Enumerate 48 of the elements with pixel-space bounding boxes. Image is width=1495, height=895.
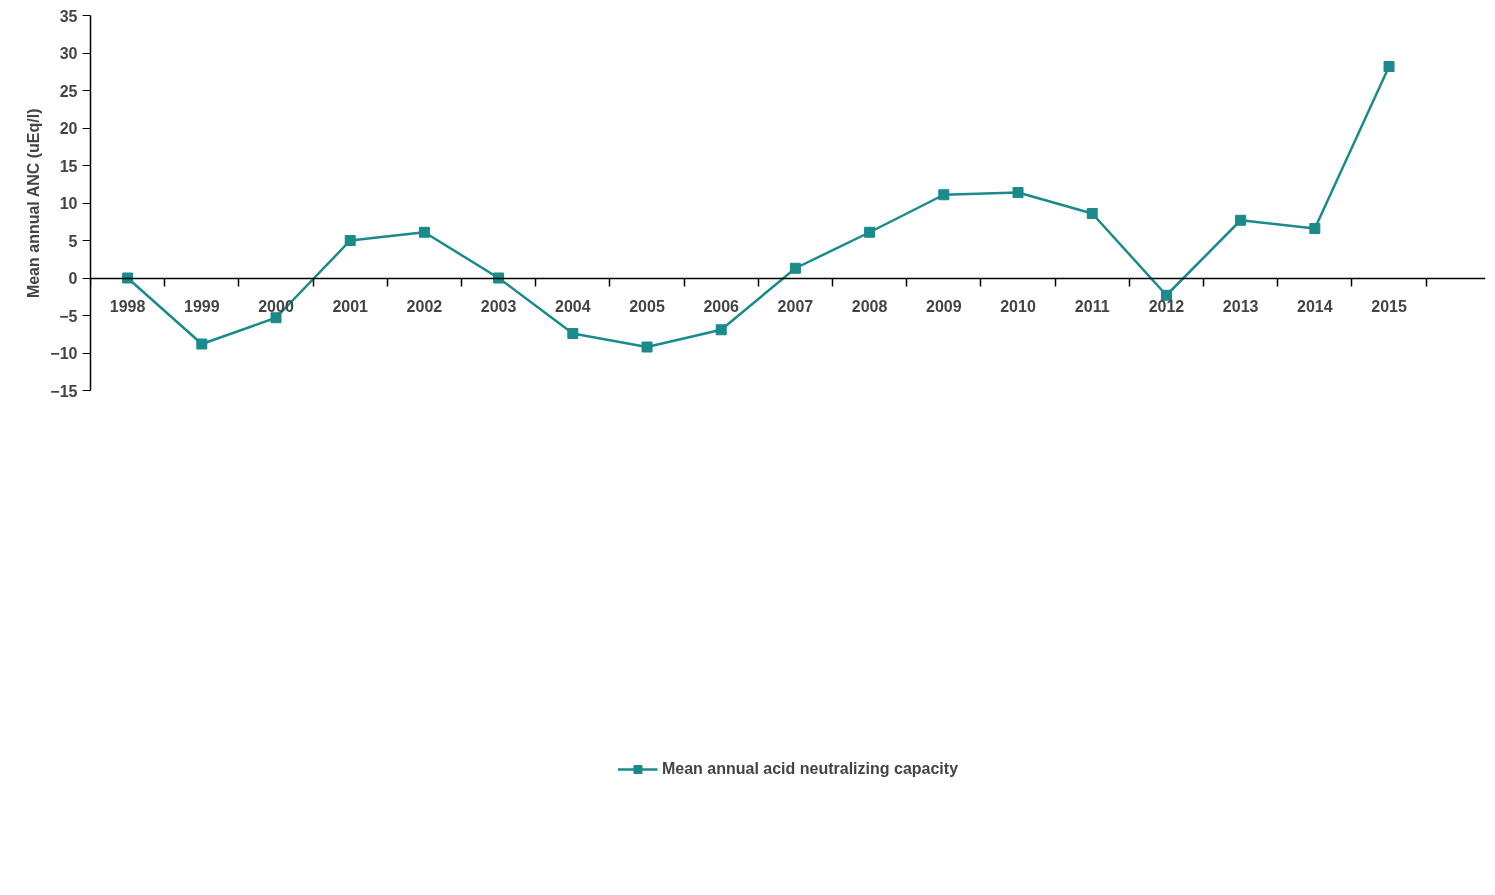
y-axis-title: Mean annual ANC (uEq/l) — [25, 108, 43, 299]
point — [493, 272, 505, 284]
point — [1309, 223, 1321, 234]
point — [418, 226, 430, 238]
y-tick-label: 15 — [59, 157, 78, 175]
point — [1086, 208, 1098, 219]
x-tick-label: 2003 — [480, 298, 517, 315]
x-tick-label: 2014 — [1297, 298, 1333, 315]
x-tick-label: 2009 — [926, 298, 962, 315]
legend-label: Mean annual acid neutralizing capacity — [661, 760, 959, 779]
x-tick-label: 2001 — [332, 298, 369, 315]
x-tick-label: 2012 — [1148, 298, 1185, 315]
point — [1235, 214, 1247, 226]
x-tick-label: 2015 — [1371, 298, 1407, 315]
y-tick-label: 35 — [59, 7, 78, 25]
x-tick-label: 2007 — [777, 298, 814, 315]
x-tick-label: 2002 — [406, 298, 443, 315]
x-tick-label: 1998 — [109, 298, 146, 315]
y-tick-label: 0 — [68, 270, 78, 287]
point — [641, 341, 653, 353]
point — [344, 235, 356, 246]
y-tick-label: −5 — [59, 307, 78, 325]
x-tick-label: 2010 — [1000, 298, 1036, 315]
point — [1160, 289, 1172, 301]
point — [196, 338, 208, 350]
point — [270, 312, 282, 324]
y-tick-label: −15 — [50, 382, 78, 400]
y-tick-label: 20 — [59, 120, 78, 137]
x-tick-label: 2006 — [703, 298, 740, 315]
point — [122, 272, 134, 284]
point — [1383, 61, 1395, 72]
x-tick-label: 2011 — [1074, 298, 1110, 315]
point — [789, 262, 801, 274]
x-tick-label: 2008 — [851, 298, 888, 315]
y-tick-label: −10 — [50, 345, 78, 362]
y-tick-label: 30 — [59, 45, 78, 62]
x-tick-label: 2005 — [629, 298, 665, 315]
x-tick-label: 2004 — [555, 298, 591, 315]
point — [715, 324, 727, 336]
y-tick-label: 5 — [68, 232, 78, 250]
point — [938, 189, 950, 201]
point — [1012, 187, 1024, 198]
x-tick-label: 1999 — [184, 298, 220, 315]
point — [567, 328, 579, 339]
point — [864, 226, 876, 238]
x-tick-label: 2013 — [1222, 298, 1259, 315]
y-tick-label: 25 — [59, 82, 78, 100]
y-tick-label: 10 — [59, 195, 78, 212]
